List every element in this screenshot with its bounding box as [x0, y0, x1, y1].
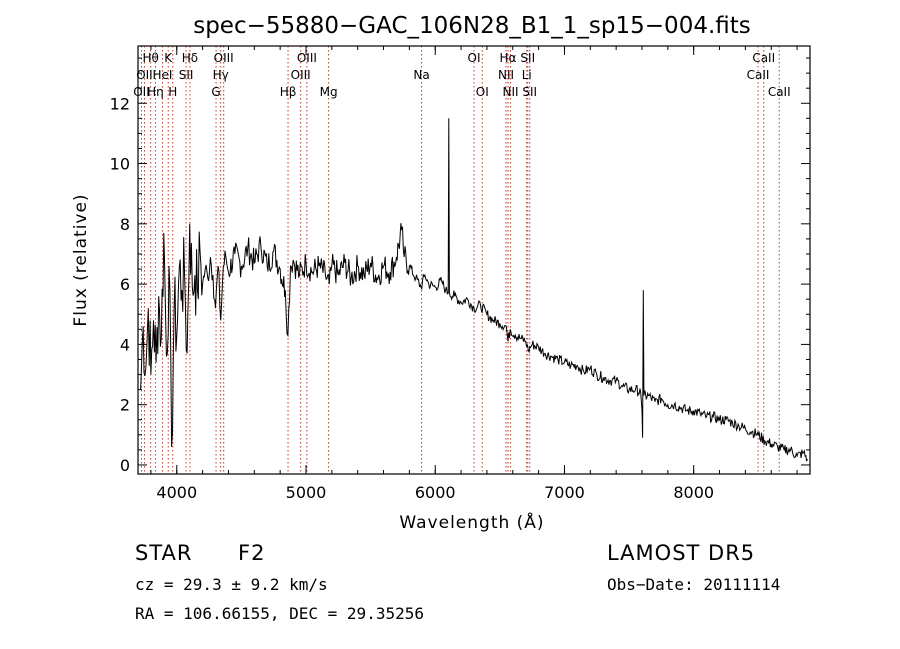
coordinates: RA = 106.66155, DEC = 29.35256	[135, 604, 424, 623]
spectral-line-label: OIII	[214, 51, 234, 65]
spectral-line-label: SII	[179, 68, 194, 82]
spectral-line-label: NII	[503, 85, 519, 99]
y-tick-label: 0	[120, 456, 130, 475]
spectral-line-label: K	[164, 51, 173, 65]
spectral-line-label: Hα	[500, 51, 517, 65]
obs-date: Obs−Date: 20111114	[607, 575, 781, 594]
y-tick-label: 4	[120, 335, 130, 354]
spectral-line-label: OII	[136, 68, 153, 82]
object-class: STAR	[135, 541, 193, 565]
y-axis-label: Flux (relative)	[71, 193, 91, 326]
spectrum-line	[140, 118, 808, 462]
spectral-line-label: OIII	[297, 51, 317, 65]
y-tick-label: 10	[110, 155, 130, 174]
x-tick-label: 5000	[286, 483, 327, 502]
spectral-line-label: Li	[522, 68, 532, 82]
spectral-line-label: CaII	[752, 51, 775, 65]
x-tick-label: 6000	[415, 483, 456, 502]
spectral-line-label: Hβ	[280, 85, 297, 99]
x-tick-label: 4000	[156, 483, 197, 502]
spectral-line-label: NII	[498, 68, 514, 82]
spectral-line-label: Hγ	[213, 68, 229, 82]
chart-title: spec−55880−GAC_106N28_B1_1_sp15−004.fits	[193, 13, 751, 39]
spectral-line-label: Hδ	[182, 51, 198, 65]
spectral-line-label: H	[168, 85, 177, 99]
y-tick-label: 2	[120, 396, 130, 415]
spectral-line-label: OIII	[291, 68, 311, 82]
x-tick-label: 8000	[673, 483, 714, 502]
spectral-line-label: Hθ	[142, 51, 158, 65]
spectral-line-label: OI	[476, 85, 489, 99]
spectral-line-label: Hη	[147, 85, 164, 99]
y-tick-label: 12	[110, 94, 130, 113]
spectral-line-label: CaII	[747, 68, 770, 82]
spectral-line-label: OI	[468, 51, 481, 65]
y-tick-label: 6	[120, 275, 130, 294]
spectral-line-label: HeI	[152, 68, 172, 82]
spectral-line-label: OII	[133, 85, 150, 99]
plot-frame	[137, 45, 811, 475]
redshift-value: cz = 29.3 ± 9.2 km/s	[135, 575, 328, 594]
spectral-line-label: SII	[522, 85, 537, 99]
object-subclass: F2	[238, 541, 266, 565]
x-tick-label: 7000	[544, 483, 585, 502]
spectral-line-label: CaII	[768, 85, 791, 99]
y-tick-label: 8	[120, 215, 130, 234]
spectral-line-label: G	[211, 85, 220, 99]
survey-name: LAMOST DR5	[607, 541, 756, 565]
spectral-line-label: SII	[520, 51, 535, 65]
x-axis-label: Wavelength (Å)	[399, 511, 544, 533]
spectral-line-label: Na	[413, 68, 429, 82]
spectral-line-label: Mg	[320, 85, 338, 99]
